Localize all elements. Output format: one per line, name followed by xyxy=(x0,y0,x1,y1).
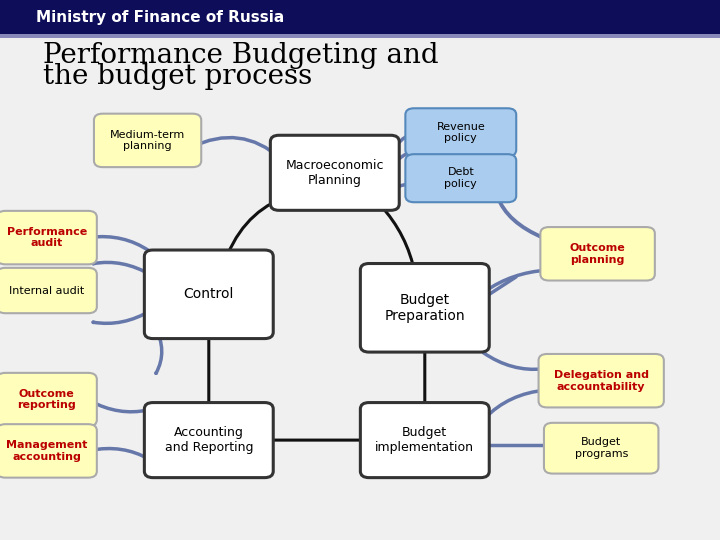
Text: Revenue
policy: Revenue policy xyxy=(436,122,485,143)
Text: Medium-term
planning: Medium-term planning xyxy=(110,130,185,151)
FancyBboxPatch shape xyxy=(271,135,399,210)
FancyBboxPatch shape xyxy=(540,227,655,280)
Text: Outcome
planning: Outcome planning xyxy=(570,243,626,265)
FancyBboxPatch shape xyxy=(539,354,664,407)
Text: Delegation and
accountability: Delegation and accountability xyxy=(554,370,649,392)
FancyBboxPatch shape xyxy=(544,423,658,474)
FancyBboxPatch shape xyxy=(0,211,96,264)
Text: Debt
policy: Debt policy xyxy=(444,167,477,189)
Text: Internal audit: Internal audit xyxy=(9,286,84,295)
FancyBboxPatch shape xyxy=(405,108,516,157)
FancyBboxPatch shape xyxy=(360,403,490,477)
Text: Management
accounting: Management accounting xyxy=(6,440,88,462)
FancyBboxPatch shape xyxy=(405,154,516,202)
FancyBboxPatch shape xyxy=(144,250,273,339)
FancyBboxPatch shape xyxy=(94,114,201,167)
FancyBboxPatch shape xyxy=(144,403,273,477)
Text: Outcome
reporting: Outcome reporting xyxy=(17,389,76,410)
FancyBboxPatch shape xyxy=(0,373,96,427)
Text: Performance
audit: Performance audit xyxy=(6,227,87,248)
Text: the budget process: the budget process xyxy=(43,63,312,90)
Bar xyxy=(0,34,720,38)
Text: Budget
implementation: Budget implementation xyxy=(375,426,474,454)
Bar xyxy=(0,0,720,34)
Text: Budget
programs: Budget programs xyxy=(575,437,628,459)
Text: Control: Control xyxy=(184,287,234,301)
Text: Budget
Preparation: Budget Preparation xyxy=(384,293,465,323)
FancyBboxPatch shape xyxy=(360,264,490,352)
Text: Macroeconomic
Planning: Macroeconomic Planning xyxy=(286,159,384,187)
FancyBboxPatch shape xyxy=(0,424,96,477)
Text: Ministry of Finance of Russia: Ministry of Finance of Russia xyxy=(36,10,284,25)
Text: Performance Budgeting and: Performance Budgeting and xyxy=(43,42,438,69)
FancyBboxPatch shape xyxy=(0,268,96,313)
Text: Accounting
and Reporting: Accounting and Reporting xyxy=(165,426,253,454)
